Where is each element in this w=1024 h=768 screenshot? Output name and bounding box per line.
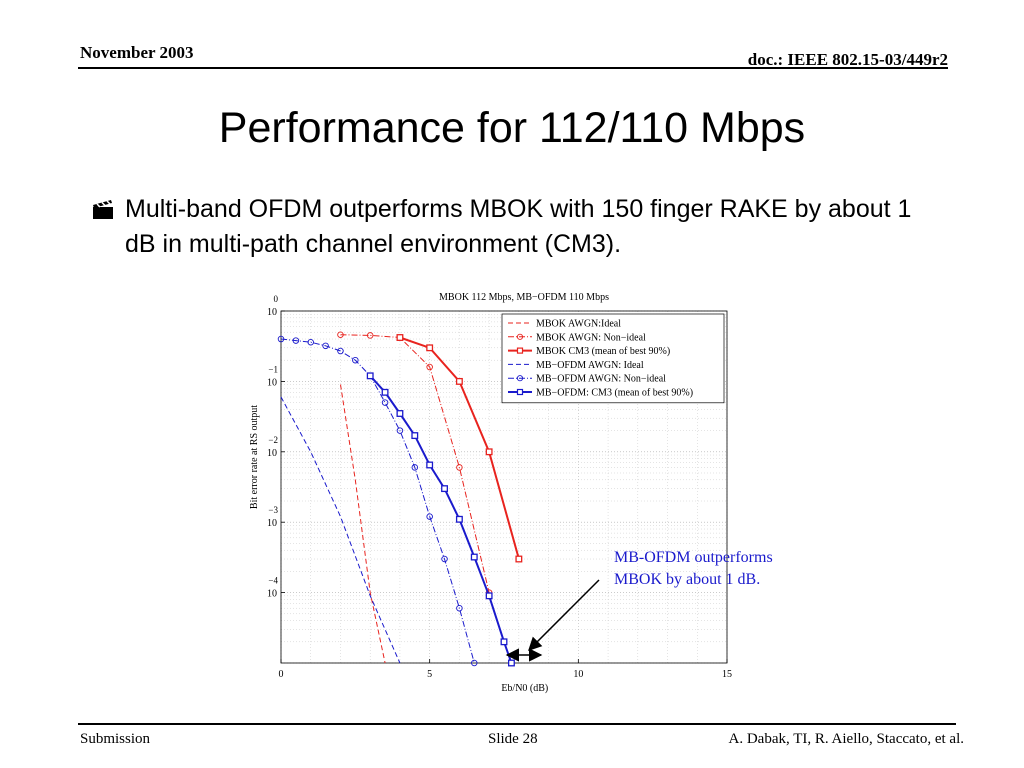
series-5-point [507, 659, 515, 667]
y-tick-label-base: 10 [267, 377, 277, 388]
legend-label-2: MBOK CM3 (mean of best 90%) [536, 346, 670, 357]
series-4-point [337, 347, 344, 355]
x-axis-label: Eb/N0 (dB) [501, 683, 548, 694]
legend-marker-2 [516, 347, 524, 354]
series-4-point [396, 427, 404, 434]
series-1-point [337, 331, 344, 338]
series-2-point [396, 334, 404, 341]
bullet-text: Multi-band OFDM outperforms MBOK with 15… [125, 195, 912, 258]
series-2-point [455, 377, 463, 385]
y-tick-label-exp: −1 [268, 364, 278, 374]
x-tick-label: 5 [427, 669, 432, 680]
series-line-0 [340, 384, 386, 664]
series-5-point [396, 410, 404, 417]
series-2-point [485, 448, 493, 456]
legend-label-1: MBOK AWGN: Non−ideal [536, 332, 646, 343]
series-5-point [381, 388, 389, 396]
series-4-point [456, 604, 463, 612]
series-5-point [366, 372, 374, 380]
series-1-point [366, 332, 374, 339]
series-4-point [411, 464, 419, 471]
series-4-point [381, 399, 389, 406]
series-1-point [426, 363, 433, 371]
slide-title: Performance for 112/110 Mbps [218, 104, 806, 152]
series-1-point [456, 464, 463, 471]
x-tick-label: 10 [573, 669, 583, 680]
series-4-point [441, 555, 448, 563]
series-4-point [277, 335, 285, 343]
series-5-point [485, 592, 493, 600]
series-2-point [515, 555, 523, 563]
legend-box [501, 313, 725, 404]
legend-label-0: MBOK AWGN:Ideal [536, 319, 621, 330]
y-tick-label-exp: −4 [268, 576, 278, 586]
ber-chart-svg: 0 5 10 15 10 0 10 −1 10 −2 10 −3 10 −4 MBOK 112 Mbps, … [249, 292, 732, 694]
footer-submission: Submission [80, 731, 151, 747]
series-line-4 [280, 338, 475, 664]
y-axis-label: Bit error rate at RS output [249, 405, 260, 509]
series-4-point [426, 513, 433, 520]
legend-marker-1 [516, 333, 524, 340]
callout-line-2: MBOK by about 1 dB. [614, 571, 761, 588]
series-4-point [471, 659, 478, 667]
bullet-item: Multi-band OFDM outperforms MBOK with 15… [92, 192, 932, 262]
series-line-1 [340, 334, 490, 593]
series-4-point [352, 356, 359, 364]
series-5-point [500, 638, 508, 646]
series-5-point [441, 485, 448, 493]
series-4-point [322, 342, 329, 350]
series-5-point [411, 432, 419, 440]
footer-rule [78, 723, 956, 725]
callout-line-1: MB-OFDM outperforms [614, 549, 773, 566]
series-5-point [426, 461, 434, 469]
y-tick-label-exp: −3 [268, 505, 278, 515]
ber-chart: 0 5 10 15 10 0 10 −1 10 −2 10 −3 10 −4 MBOK 112 Mbps, … [240, 285, 740, 695]
plot-frame [280, 310, 728, 664]
series-5-point [470, 553, 478, 561]
header-date: November 2003 [80, 43, 194, 62]
y-tick-label-exp: −2 [268, 435, 278, 445]
clapperboard-icon [93, 200, 113, 219]
footer-authors: A. Dabak, TI, R. Aiello, Staccato, et al… [728, 731, 965, 747]
header-rule [78, 67, 948, 69]
y-tick-label-base: 10 [267, 448, 277, 459]
y-tick-label-base: 10 [267, 589, 277, 600]
legend-marker-4 [516, 375, 524, 382]
series-4-point [292, 337, 300, 344]
x-tick-label: 0 [279, 669, 284, 680]
header-doc-id: doc.: IEEE 802.15-03/449r2 [747, 50, 948, 69]
series-4-point [307, 338, 314, 346]
series-2-point [426, 344, 434, 352]
y-tick-label-base: 10 [267, 518, 277, 529]
legend-label-3: MB−OFDM AWGN: Ideal [536, 360, 644, 371]
x-tick-label: 15 [722, 669, 732, 680]
y-tick-label-exp: 0 [274, 294, 279, 304]
legend-label-4: MB−OFDM AWGN: Non−ideal [536, 374, 666, 385]
y-tick-label-base: 10 [267, 307, 277, 318]
series-5-point [455, 515, 463, 523]
footer-slide-number: Slide 28 [488, 731, 538, 747]
legend-marker-5 [516, 388, 524, 396]
legend-label-5: MB−OFDM: CM3 (mean of best 90%) [536, 388, 693, 399]
chart-title: MBOK 112 Mbps, MB−OFDM 110 Mbps [439, 292, 609, 303]
callout-text: MB-OFDM outperforms MBOK by about 1 dB. [614, 547, 834, 591]
series-line-3 [280, 396, 401, 664]
